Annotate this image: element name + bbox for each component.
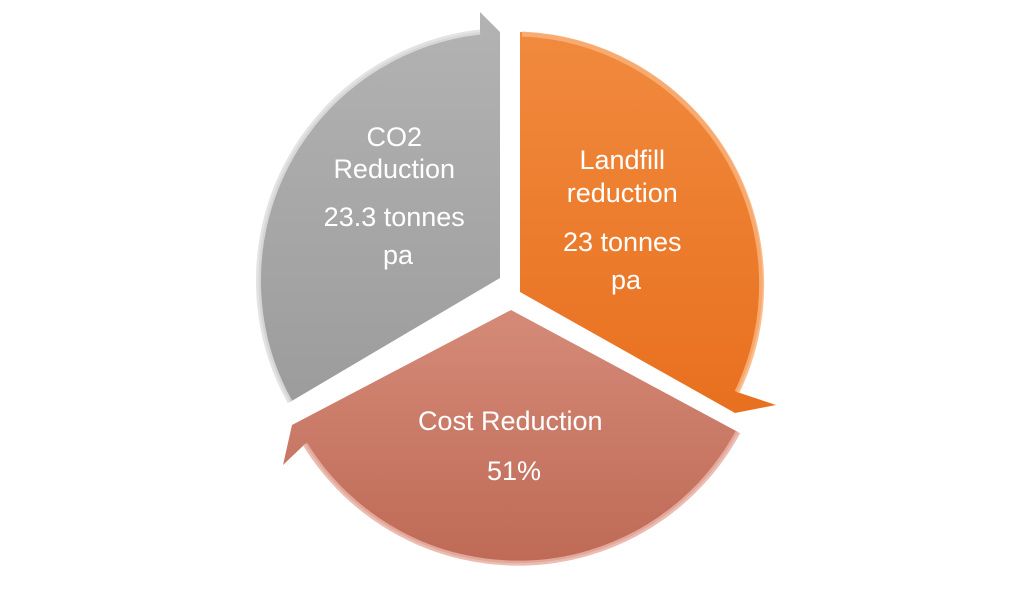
segment-co2-label: CO2 Reduction 23.3 tonnes pa <box>324 122 473 270</box>
segment-landfill-highlight <box>521 31 765 394</box>
segment-co2-shape <box>258 12 502 402</box>
cost-line-1: Cost Reduction <box>418 406 603 436</box>
co2-line-4: pa <box>383 240 414 270</box>
segment-co2: CO2 Reduction 23.3 tonnes pa <box>255 12 502 404</box>
segment-landfill-shape <box>520 32 776 413</box>
landfill-line-3: 23 tonnes <box>563 227 682 257</box>
segment-landfill: Landfill reduction 23 tonnes pa <box>520 31 776 413</box>
segment-landfill-label: Landfill reduction 23 tonnes pa <box>563 145 689 295</box>
landfill-line-1: Landfill <box>579 145 665 175</box>
co2-line-3: 23.3 tonnes <box>324 202 465 232</box>
segment-cost-highlight <box>302 430 741 566</box>
segment-cost-shape <box>283 310 738 564</box>
co2-line-2: Reduction <box>333 154 455 184</box>
segment-co2-highlight <box>255 29 481 404</box>
landfill-line-2: reduction <box>567 178 678 208</box>
cost-line-2: 51% <box>487 456 541 486</box>
landfill-line-4: pa <box>611 265 642 295</box>
segment-cost: Cost Reduction 51% <box>283 310 741 566</box>
segment-cost-label: Cost Reduction 51% <box>418 406 610 486</box>
co2-line-1: CO2 <box>366 122 422 152</box>
